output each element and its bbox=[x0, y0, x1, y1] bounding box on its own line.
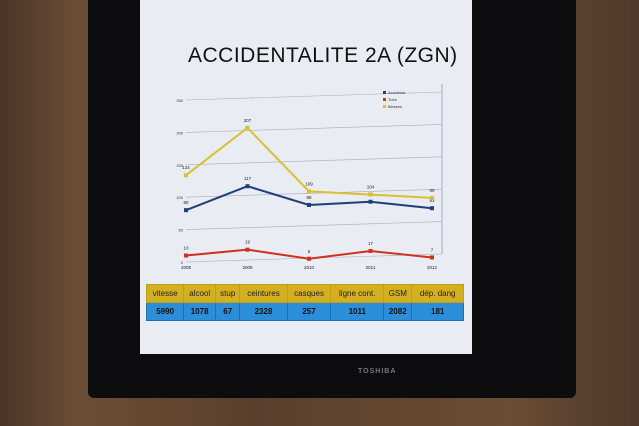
table-value-cell: 2082 bbox=[383, 302, 413, 321]
legend-label: Accidents bbox=[388, 90, 405, 95]
data-label: 207 bbox=[244, 118, 252, 123]
table-header-cell: ceintures bbox=[239, 284, 288, 303]
data-label: 17 bbox=[368, 241, 374, 246]
data-label: 83 bbox=[429, 198, 435, 203]
line-chart: 0 50 100 150 200 250 2008 2009 2010 2011 2012 80 117… bbox=[176, 84, 443, 270]
data-point bbox=[184, 208, 188, 213]
slide-title: ACCIDENTALITE 2A (ZGN) bbox=[188, 44, 458, 67]
gridline bbox=[185, 124, 443, 133]
data-label: 134 bbox=[182, 165, 190, 170]
table-value-cell: 67 bbox=[215, 302, 241, 321]
data-point bbox=[245, 125, 250, 130]
y-tick-label: 250 bbox=[176, 98, 183, 103]
table-header-cell: dép. dang bbox=[411, 284, 464, 303]
y-tick-label: 200 bbox=[176, 130, 183, 135]
y-tick-label: 0 bbox=[181, 260, 184, 265]
table-value-cell: 257 bbox=[286, 302, 332, 321]
table-header-row: vitesse alcool stup ceintures casques ligne c… bbox=[145, 284, 464, 303]
data-point bbox=[307, 202, 311, 207]
y-tick-label: 150 bbox=[176, 163, 183, 168]
data-label: 104 bbox=[367, 185, 375, 190]
data-label: 7 bbox=[431, 247, 434, 252]
data-label: 117 bbox=[244, 176, 252, 181]
data-label: 19 bbox=[245, 240, 251, 245]
legend-marker bbox=[383, 105, 386, 108]
data-label: 109 bbox=[305, 181, 313, 186]
gridline bbox=[185, 221, 443, 230]
data-label: 80 bbox=[183, 200, 189, 205]
gridline bbox=[185, 91, 443, 101]
table-value-cell: 1078 bbox=[183, 302, 217, 321]
legend-marker bbox=[383, 91, 386, 94]
table-header-cell: alcool bbox=[183, 284, 217, 303]
table-header-cell: casques bbox=[286, 284, 332, 303]
data-point bbox=[245, 184, 250, 189]
table-header-cell: ligne cont. bbox=[330, 284, 385, 303]
table-header-cell: GSM bbox=[383, 284, 413, 303]
presentation-slide: ACCIDENTALITE 2A (ZGN) 0 50 100 150 200 250 20… bbox=[140, 0, 472, 354]
data-label: 10 bbox=[183, 246, 189, 251]
y-tick-label: 50 bbox=[179, 228, 184, 233]
table-value-cell: 5990 bbox=[145, 302, 185, 321]
data-point bbox=[245, 247, 250, 252]
data-point bbox=[430, 195, 434, 200]
data-point bbox=[307, 189, 311, 194]
data-label: 5 bbox=[308, 249, 311, 254]
data-point bbox=[368, 248, 373, 253]
series-line-Blessés bbox=[185, 126, 433, 199]
data-point bbox=[184, 173, 188, 178]
data-point bbox=[368, 199, 373, 204]
x-tick-label: 2010 bbox=[304, 265, 315, 270]
gridline bbox=[185, 188, 443, 198]
data-point bbox=[368, 192, 373, 197]
x-tick-label: 2011 bbox=[366, 265, 376, 270]
data-label: 88 bbox=[306, 195, 312, 200]
legend-marker bbox=[383, 98, 386, 101]
y-tick-label: 100 bbox=[176, 195, 183, 200]
gridline bbox=[185, 156, 443, 166]
tv-brand: TOSHIBA bbox=[358, 368, 397, 375]
data-point bbox=[184, 253, 188, 258]
table-value-cell: 1011 bbox=[330, 302, 385, 321]
data-point bbox=[430, 255, 434, 260]
x-tick-label: 2008 bbox=[181, 265, 192, 270]
data-label: 99 bbox=[429, 188, 435, 193]
x-tick-label: 2012 bbox=[427, 265, 438, 270]
table-value-cell: 181 bbox=[411, 302, 464, 321]
legend-label: Tués bbox=[388, 97, 397, 102]
data-point bbox=[307, 256, 311, 261]
infractions-table: vitesse alcool stup ceintures casques ligne c… bbox=[145, 284, 464, 321]
table-value-cell: 2328 bbox=[239, 302, 288, 321]
data-point bbox=[430, 206, 434, 211]
table-header-cell: vitesse bbox=[145, 284, 185, 303]
table-header-cell: stup bbox=[215, 284, 241, 303]
x-tick-label: 2009 bbox=[242, 265, 253, 270]
table-value-row: 5990 1078 67 2328 257 1011 2082 181 bbox=[145, 302, 464, 321]
legend-label: Blessés bbox=[388, 104, 402, 109]
